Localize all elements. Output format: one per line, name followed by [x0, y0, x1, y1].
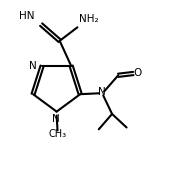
Text: N: N: [98, 87, 106, 97]
Text: O: O: [133, 68, 141, 78]
Text: N: N: [29, 61, 37, 71]
Text: CH₃: CH₃: [48, 129, 67, 139]
Text: N: N: [52, 114, 60, 124]
Text: NH₂: NH₂: [79, 14, 99, 24]
Text: HN: HN: [19, 11, 35, 21]
